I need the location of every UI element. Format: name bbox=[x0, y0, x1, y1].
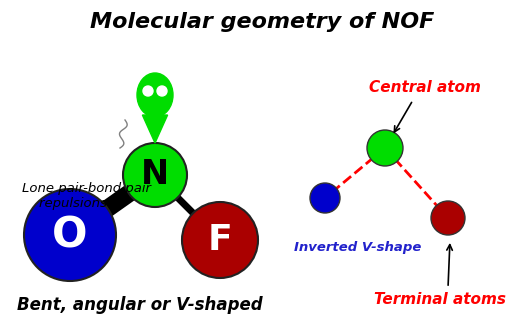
Text: F: F bbox=[208, 223, 232, 257]
Text: Molecular geometry of NOF: Molecular geometry of NOF bbox=[90, 12, 434, 32]
Text: N: N bbox=[141, 158, 169, 192]
Text: Bent, angular or V-shaped: Bent, angular or V-shaped bbox=[17, 296, 263, 314]
Text: Terminal atoms: Terminal atoms bbox=[374, 293, 506, 308]
Circle shape bbox=[367, 130, 403, 166]
Circle shape bbox=[431, 201, 465, 235]
Text: O: O bbox=[52, 214, 88, 256]
Circle shape bbox=[24, 189, 116, 281]
Polygon shape bbox=[143, 115, 168, 143]
Text: Central atom: Central atom bbox=[369, 80, 481, 95]
Text: Inverted V-shape: Inverted V-shape bbox=[294, 241, 422, 255]
Circle shape bbox=[310, 183, 340, 213]
Circle shape bbox=[182, 202, 258, 278]
Ellipse shape bbox=[137, 73, 173, 117]
Text: Lone pair-bond pair
    repulsions: Lone pair-bond pair repulsions bbox=[22, 182, 151, 210]
Circle shape bbox=[157, 86, 167, 96]
Circle shape bbox=[143, 86, 153, 96]
Circle shape bbox=[123, 143, 187, 207]
